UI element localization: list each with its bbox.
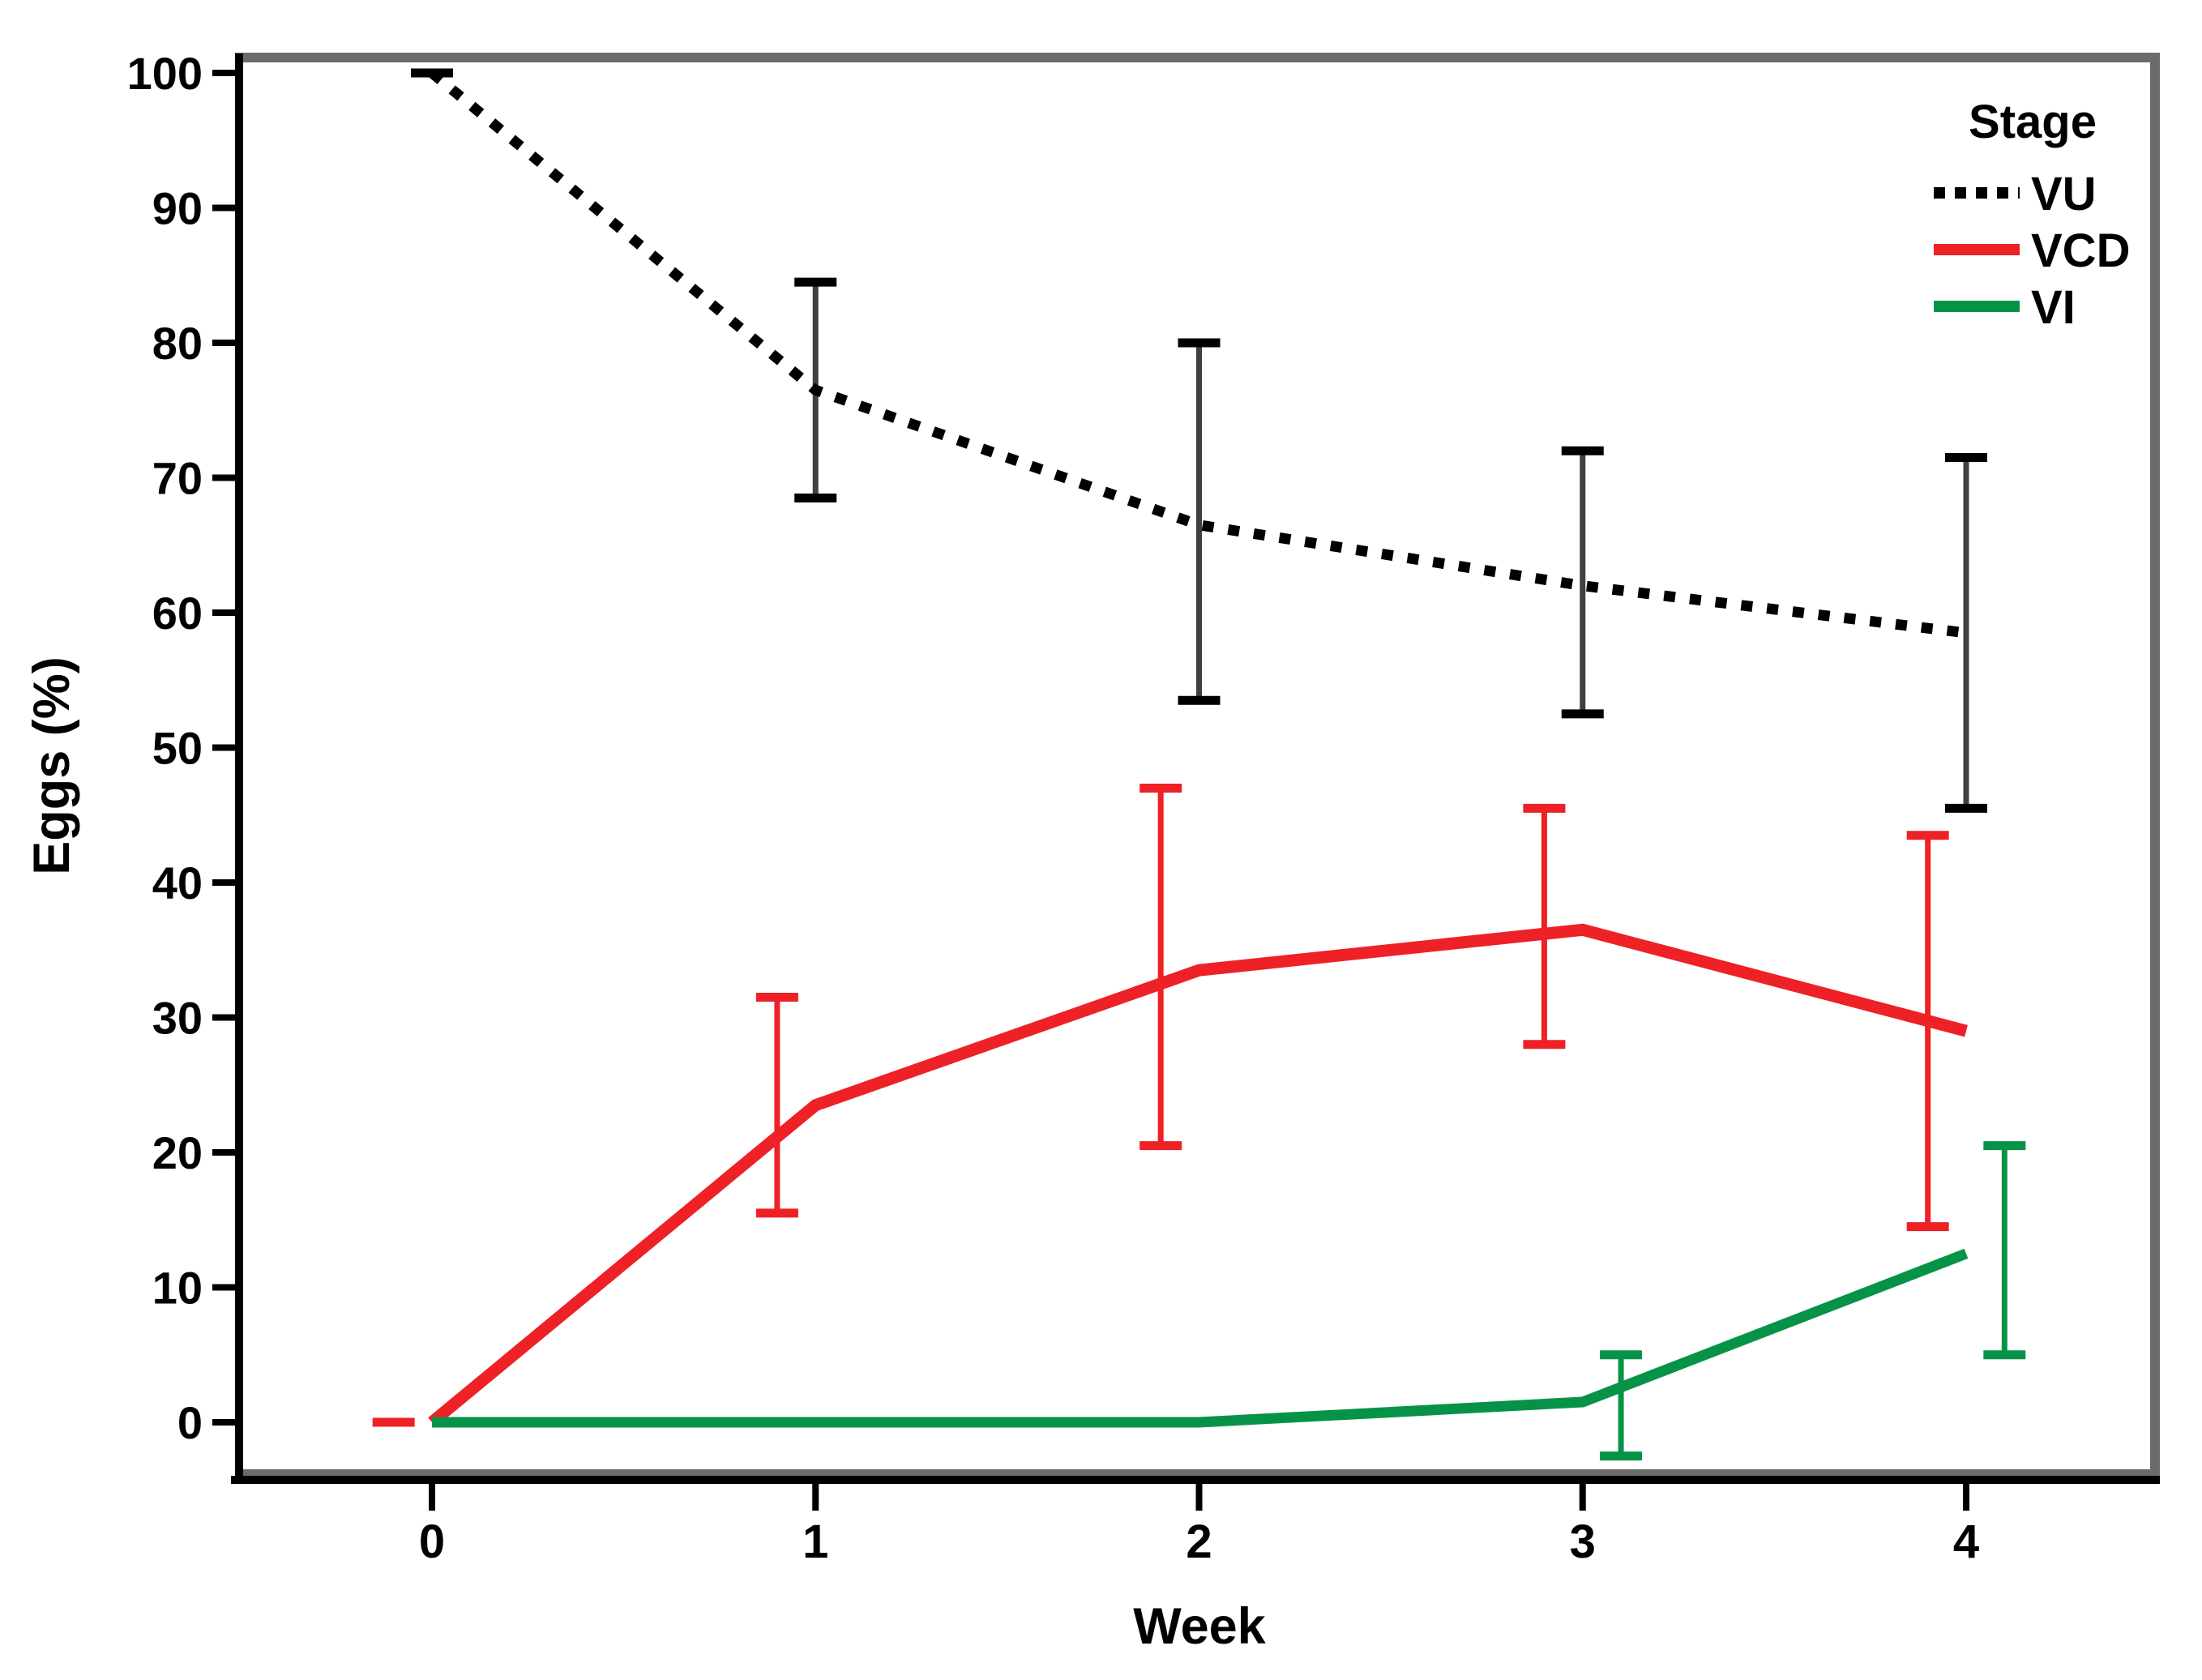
x-tick-label: 2 [1186,1515,1212,1568]
series-VI [432,1141,2026,1461]
y-tick-label: 100 [127,48,203,99]
y-tick-label: 30 [152,993,203,1044]
y-tick-label: 40 [152,857,203,908]
y-axis-title: Eggs (%) [24,656,80,875]
y-tick-label: 60 [152,588,203,639]
y-tick-label: 80 [152,318,203,369]
legend-label-VI: VI [2031,281,2076,334]
y-axis: 0 10 20 30 40 50 60 70 80 90 100 [127,48,239,1448]
series-line-VCD [428,923,1968,1427]
y-tick-label: 90 [152,183,203,234]
x-tick-label: 0 [419,1515,445,1568]
x-tick-label: 1 [802,1515,828,1568]
series-VU [411,68,1987,813]
y-tick-label: 10 [152,1263,203,1314]
y-tick-label: 50 [152,723,203,774]
legend-label-VU: VU [2031,168,2097,220]
x-axis-title: Week [1133,1598,1266,1655]
x-tick-label: 4 [1953,1515,1979,1568]
y-tick-label: 20 [152,1127,203,1178]
y-tick-label: 70 [152,453,203,504]
x-tick-label: 3 [1570,1515,1596,1568]
y-tick-label: 0 [177,1397,203,1448]
x-axis: 0 1 2 3 4 [419,1484,1979,1568]
legend-title: Stage [1969,96,2097,148]
legend-label-VCD: VCD [2031,224,2130,277]
series-line-VI [432,1248,1969,1428]
series-VCD [372,783,1968,1427]
plot-frame [231,53,2160,1484]
